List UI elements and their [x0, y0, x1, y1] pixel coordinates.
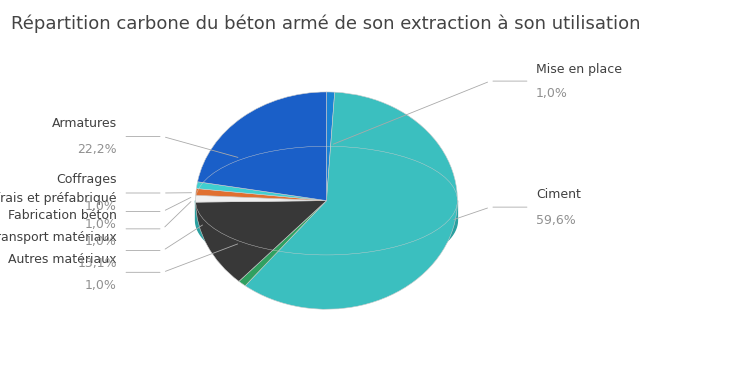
Wedge shape [197, 92, 326, 201]
Wedge shape [326, 92, 335, 201]
Wedge shape [239, 201, 326, 286]
Wedge shape [245, 92, 457, 309]
Text: Fabrication béton: Fabrication béton [8, 209, 117, 222]
Text: 13,1%: 13,1% [77, 257, 117, 270]
Text: Armatures: Armatures [52, 117, 117, 130]
Text: Ciment: Ciment [536, 188, 581, 201]
Text: Autres matériaux: Autres matériaux [8, 253, 117, 266]
Text: Transport béton frais et préfabriqué: Transport béton frais et préfabriqué [0, 192, 117, 205]
Text: Coffrages: Coffrages [56, 174, 117, 187]
Text: Répartition carbone du béton armé de son extraction à son utilisation: Répartition carbone du béton armé de son… [11, 15, 640, 33]
Text: 1,0%: 1,0% [85, 235, 117, 248]
Text: Mise en place: Mise en place [536, 63, 622, 76]
Text: 1,0%: 1,0% [536, 86, 568, 99]
Text: Transport matériaux: Transport matériaux [0, 231, 117, 244]
Wedge shape [196, 195, 326, 202]
Wedge shape [196, 201, 326, 281]
Text: 1,0%: 1,0% [85, 279, 117, 292]
Polygon shape [196, 201, 457, 275]
Wedge shape [197, 182, 326, 201]
Text: 59,6%: 59,6% [536, 214, 576, 227]
Wedge shape [196, 188, 326, 201]
Text: 1,0%: 1,0% [85, 218, 117, 231]
Text: 22,2%: 22,2% [77, 143, 117, 156]
Text: 1,0%: 1,0% [85, 200, 117, 213]
